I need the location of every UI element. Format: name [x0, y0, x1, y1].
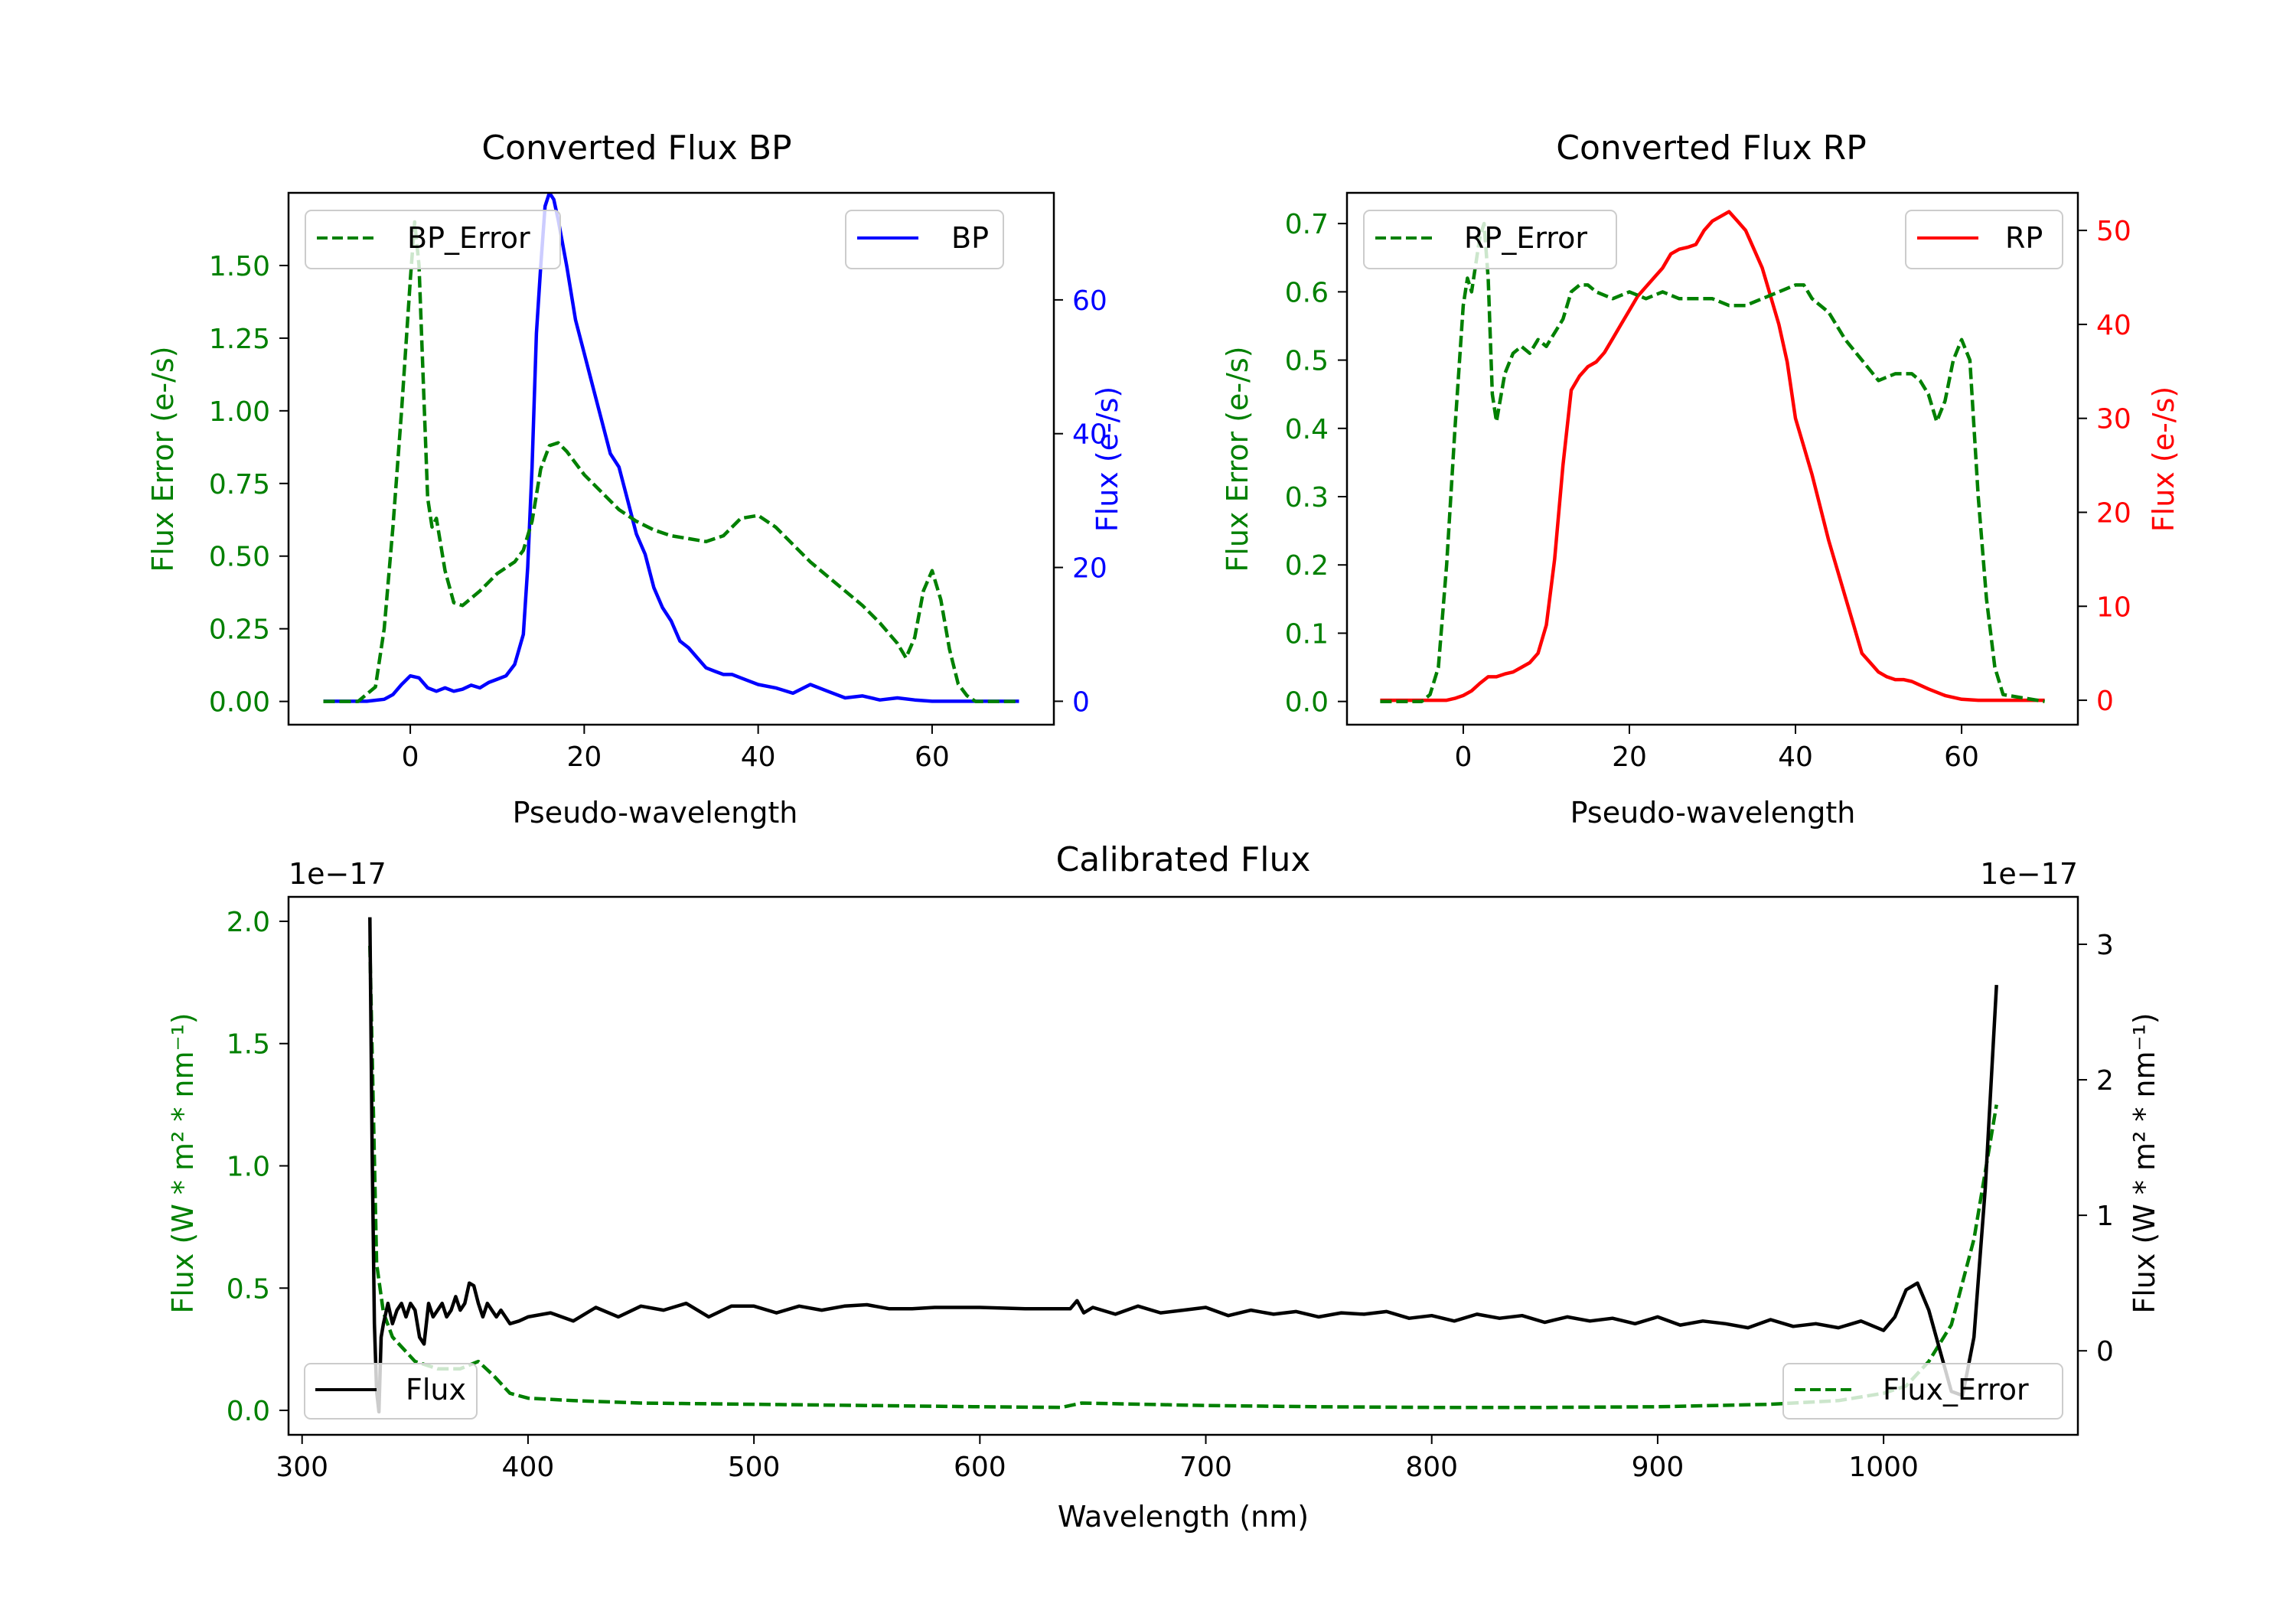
bp-bp-error-line	[323, 220, 1019, 703]
rp-flux-series-group	[1380, 210, 2045, 702]
bp-flux-legend: BP	[845, 210, 1004, 269]
bp-left-y-tick-label: 0.50	[209, 542, 270, 573]
bp-right-y-axis: 0 20 40 60	[1054, 285, 1107, 718]
bp-right-y-tick-label: 60	[1072, 285, 1107, 317]
bp-right-y-tick-label: 20	[1072, 553, 1107, 585]
calibrated-flux-line	[368, 917, 1998, 1414]
bp-x-tick-label: 60	[915, 742, 950, 773]
calibrated-right-y-axis: 0 1 2 3	[2078, 930, 2114, 1367]
bp-x-tick-label: 0	[402, 742, 419, 773]
bp-right-y-tick-label: 40	[1072, 419, 1107, 451]
rp-right-y-tick-label: 40	[2096, 310, 2131, 341]
calibrated-x-tick-label: 500	[728, 1452, 781, 1483]
rp-axes-frame	[1345, 191, 2079, 726]
bp-left-y-tick-label: 1.25	[209, 324, 270, 355]
bp-right-y-axis-label: Flux (e-/s)	[1091, 386, 1124, 532]
bp-left-y-tick-label: 1.00	[209, 396, 270, 428]
bp-left-y-tick-label: 0.00	[209, 687, 270, 719]
calibrated-left-y-tick-label: 1.5	[227, 1029, 270, 1061]
calibrated-x-tick-label: 600	[954, 1452, 1006, 1483]
rp-right-y-axis: 0 10 20 30 40 50	[2078, 216, 2131, 717]
calibrated-panel: Calibrated Flux 1e−17 1e−17 300 400 500 600…	[166, 840, 2161, 1534]
bp-error-series-group	[323, 220, 1019, 703]
bp-x-tick-label: 20	[566, 742, 602, 773]
rp-panel: Converted Flux RP 0 20 40 60 0.00.10.20.30.…	[1221, 129, 2180, 830]
calibrated-x-axis: 300 400 500 600 700 800 900 1000	[276, 1435, 1919, 1483]
rp-right-y-tick-label: 20	[2096, 497, 2131, 529]
calibrated-x-tick-label: 400	[502, 1452, 555, 1483]
bp-error-legend: BP_Error	[305, 210, 561, 269]
rp-right-y-tick-label: 10	[2096, 592, 2131, 623]
calibrated-x-tick-label: 700	[1179, 1452, 1232, 1483]
calibrated-left-y-axis: 0.0 0.5 1.0 1.5 2.0	[227, 907, 289, 1427]
calibrated-flux-series-group	[368, 917, 1998, 1414]
bp-left-y-tick-label: 0.75	[209, 469, 270, 500]
rp-x-tick-label: 0	[1454, 742, 1472, 773]
bp-panel: Converted Flux BP 0 20 40 60 0.000.250.500.…	[146, 129, 1124, 830]
rp-x-tick-label: 60	[1944, 742, 1979, 773]
rp-error-legend-label: RP_Error	[1464, 221, 1587, 255]
calibrated-left-y-tick-label: 0.5	[227, 1273, 270, 1305]
calibrated-right-y-tick-label: 0	[2096, 1336, 2114, 1367]
calibrated-right-y-tick-label: 3	[2096, 930, 2114, 961]
rp-left-y-tick-label: 0.1	[1285, 618, 1329, 650]
calibrated-x-axis-label: Wavelength (nm)	[1058, 1500, 1309, 1534]
rp-error-legend: RP_Error	[1363, 210, 1617, 269]
bp-flux-legend-label: BP	[951, 221, 989, 255]
rp-left-y-tick-label: 0.4	[1285, 414, 1329, 445]
rp-left-y-tick-label: 0.2	[1285, 550, 1329, 582]
rp-x-axis: 0 20 40 60	[1454, 725, 1979, 773]
rp-right-y-axis-label: Flux (e-/s)	[2147, 386, 2180, 532]
calibrated-left-y-axis-label: Flux (W * m² * nm⁻¹)	[166, 1012, 200, 1313]
calibrated-right-y-tick-label: 1	[2096, 1201, 2114, 1232]
rp-left-y-axis-label: Flux Error (e-/s)	[1221, 346, 1254, 572]
calibrated-error-legend-label: Flux_Error	[1883, 1373, 2029, 1407]
rp-x-tick-label: 40	[1778, 742, 1813, 773]
calibrated-title: Calibrated Flux	[1056, 840, 1311, 879]
rp-x-tick-label: 20	[1612, 742, 1647, 773]
bp-left-y-axis: 0.00 0.25 0.50 0.75 1.00 1.25 1.50	[209, 251, 289, 719]
calibrated-flux-legend-label: Flux	[406, 1373, 466, 1407]
rp-left-y-tick-label: 0.6	[1285, 277, 1329, 308]
bp-left-y-tick-label: 0.25	[209, 614, 270, 646]
bp-left-y-tick-label: 1.50	[209, 251, 270, 282]
calibrated-x-tick-label: 1000	[1848, 1452, 1919, 1483]
bp-x-axis: 0 20 40 60	[402, 725, 950, 773]
calibrated-x-tick-label: 900	[1632, 1452, 1684, 1483]
rp-flux-legend-label: RP	[2005, 221, 2043, 255]
bp-title: Converted Flux BP	[481, 129, 791, 168]
rp-left-y-axis: 0.0 0.1 0.2 0.3 0.4 0.5 0.6 0.7	[1285, 209, 1347, 719]
bp-flux-series-group	[323, 193, 1019, 703]
bp-left-y-axis-label: Flux Error (e-/s)	[146, 346, 180, 572]
calibrated-left-offset-label: 1e−17	[289, 857, 386, 891]
rp-flux-legend: RP	[1905, 210, 2063, 269]
calibrated-right-y-tick-label: 2	[2096, 1065, 2114, 1097]
bp-x-axis-label: Pseudo-wavelength	[513, 796, 798, 830]
bp-axes-frame	[287, 191, 1055, 726]
bp-x-tick-label: 40	[741, 742, 776, 773]
calibrated-x-tick-label: 800	[1405, 1452, 1458, 1483]
rp-title: Converted Flux RP	[1556, 129, 1867, 168]
rp-right-y-tick-label: 50	[2096, 216, 2131, 247]
rp-x-axis-label: Pseudo-wavelength	[1570, 796, 1856, 830]
rp-right-y-tick-label: 30	[2096, 404, 2131, 435]
rp-left-y-tick-label: 0.7	[1285, 209, 1329, 240]
rp-left-y-tick-label: 0.3	[1285, 482, 1329, 513]
bp-bp-line	[323, 193, 1019, 703]
rp-rp-line	[1380, 210, 2045, 702]
calibrated-flux-legend: Flux	[304, 1363, 478, 1420]
calibrated-right-y-axis-label: Flux (W * m² * nm⁻¹)	[2128, 1012, 2161, 1313]
rp-left-y-tick-label: 0.0	[1285, 687, 1329, 719]
calibrated-error-legend: Flux_Error	[1782, 1363, 2063, 1420]
bp-error-legend-label: BP_Error	[407, 221, 530, 255]
bp-right-y-tick-label: 0	[1072, 686, 1090, 718]
rp-right-y-tick-label: 0	[2096, 686, 2114, 717]
calibrated-left-y-tick-label: 2.0	[227, 907, 270, 938]
rp-left-y-tick-label: 0.5	[1285, 346, 1329, 377]
calibrated-left-y-tick-label: 1.0	[227, 1152, 270, 1183]
calibrated-right-offset-label: 1e−17	[1980, 857, 2078, 891]
calibrated-left-y-tick-label: 0.0	[227, 1396, 270, 1427]
calibrated-x-tick-label: 300	[276, 1452, 328, 1483]
